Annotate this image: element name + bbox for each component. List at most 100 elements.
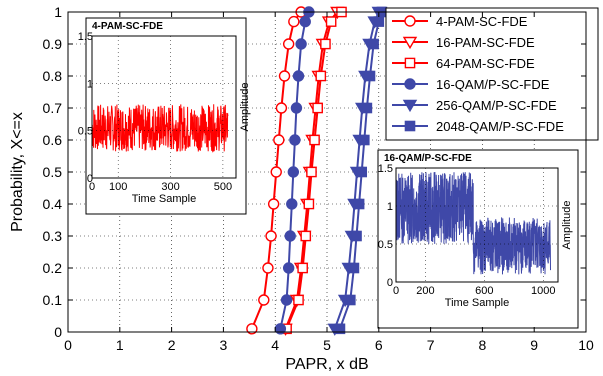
data-point	[280, 294, 293, 306]
data-point	[334, 323, 346, 335]
inset-title: 4-PAM-SC-FDE	[92, 21, 163, 32]
data-point	[300, 230, 312, 242]
legend-entry: 16-PAM-SC-FDE	[392, 35, 535, 50]
legend-label: 256-QAM/P-SC-FDE	[436, 98, 557, 113]
data-point	[295, 38, 307, 50]
data-point	[315, 70, 327, 82]
legend-label: 16-QAM/P-SC-FDE	[436, 77, 550, 92]
inset-y-label: Amplitude	[239, 83, 251, 132]
legend-label: 64-PAM-SC-FDE	[436, 56, 535, 71]
data-point	[306, 166, 317, 178]
x-tick-label: 3	[220, 337, 228, 353]
data-point	[258, 294, 270, 306]
data-point	[289, 134, 301, 146]
inset-x-tick-label: 100	[109, 181, 127, 193]
data-point	[345, 294, 356, 306]
data-point	[299, 15, 311, 28]
data-point	[282, 262, 295, 274]
y-tick-label: 0.6	[43, 132, 63, 148]
legend-marker	[402, 36, 418, 50]
data-point	[351, 230, 362, 242]
inset-y-label: Amplitude	[561, 201, 573, 250]
series-1	[246, 6, 307, 335]
legend-entry: 256-QAM/P-SC-FDE	[392, 98, 557, 113]
legend-entry: 2048-QAM/P-SC-FDE	[392, 119, 564, 134]
y-tick-label: 0.8	[43, 68, 63, 84]
data-point	[282, 38, 295, 50]
data-point	[278, 70, 291, 82]
y-tick-label: 0.9	[43, 36, 63, 52]
data-point	[303, 198, 315, 210]
x-axis-label: PAPR, x dB	[285, 356, 368, 373]
inset-y-tick-label: 1.5	[378, 163, 393, 175]
data-point	[292, 70, 305, 82]
data-point	[286, 198, 298, 210]
data-point	[246, 323, 258, 335]
inset-y-tick-label: 1	[87, 78, 93, 90]
inset-x-tick-label: 1000	[531, 285, 555, 297]
data-point	[273, 134, 285, 146]
inset-y-tick-label: 0.5	[78, 126, 93, 138]
x-tick-label: 6	[375, 337, 383, 353]
x-tick-label: 0	[64, 337, 72, 353]
data-point	[262, 262, 274, 274]
legend-marker	[402, 99, 418, 113]
y-tick-label: 0.2	[43, 260, 63, 276]
data-point	[373, 16, 385, 27]
legend-marker	[404, 78, 416, 90]
data-point	[290, 102, 303, 114]
inset-x-tick-label: 0	[89, 181, 95, 193]
inset-x-tick-label: 300	[161, 181, 179, 193]
data-point	[364, 70, 376, 82]
x-tick-label: 8	[479, 337, 487, 353]
x-tick-label: 5	[323, 337, 331, 353]
inset-x-tick-label: 500	[214, 181, 232, 193]
data-point	[358, 134, 370, 146]
inset-x-label: Time Sample	[132, 193, 196, 205]
legend-entry: 4-PAM-SC-FDE	[392, 14, 528, 29]
x-tick-label: 7	[427, 337, 435, 353]
y-tick-label: 0	[54, 324, 62, 340]
inset-frame	[395, 167, 559, 283]
inset-y-tick-label: 1	[387, 201, 393, 213]
legend-box	[385, 7, 599, 141]
y-axis-label: Probability, X<=x	[9, 112, 26, 232]
inset-y-tick-label: 0	[87, 173, 93, 185]
data-point	[288, 15, 300, 28]
data-point	[325, 16, 337, 27]
legend-label: 2048-QAM/P-SC-FDE	[436, 119, 564, 134]
data-point	[309, 134, 320, 146]
legend-label: 4-PAM-SC-FDE	[436, 14, 528, 29]
inset-x-label: Time Sample	[445, 297, 509, 309]
data-point	[275, 102, 288, 114]
legend-entry: 16-QAM/P-SC-FDE	[392, 77, 550, 92]
inset-2: 0 200 600 1000 0 0.5 1 1.516-QAM/P-SC-FDE Time S…	[377, 149, 579, 329]
legend-marker	[404, 15, 416, 27]
inset-title: 16-QAM/P-SC-FDE	[384, 153, 472, 164]
y-tick-label: 0.4	[43, 196, 63, 212]
data-point	[270, 166, 282, 178]
inset-x-tick-label: 0	[393, 285, 399, 297]
data-point	[284, 230, 296, 242]
y-tick-label: 0.1	[43, 292, 63, 308]
x-tick-label: 4	[271, 337, 279, 353]
data-point	[353, 198, 365, 210]
x-tick-label: 10	[578, 337, 594, 353]
inset-1: 0 100 300 500 0 0.5 1 1.54-PAM-SC-FDE Time Sampl…	[78, 17, 251, 215]
y-tick-label: 0.5	[43, 164, 63, 180]
inset-x-tick-label: 200	[416, 285, 434, 297]
data-point	[348, 262, 360, 274]
inset-signal	[395, 171, 551, 275]
legend-marker	[404, 57, 416, 69]
x-tick-label: 1	[116, 337, 124, 353]
data-point	[287, 166, 300, 178]
data-point	[361, 102, 373, 114]
inset-y-tick-label: 0	[387, 277, 393, 289]
inset-frame	[91, 35, 237, 179]
inset-y-tick-label: 1.5	[78, 31, 93, 43]
data-point	[293, 294, 304, 306]
data-point	[320, 38, 331, 50]
ticks: 0 1 2 3 4 5 6 7 8 9 1000.10.20.30.40.50.60.70.80.9…	[43, 4, 594, 353]
legend-entry: 64-PAM-SC-FDE	[392, 56, 535, 71]
